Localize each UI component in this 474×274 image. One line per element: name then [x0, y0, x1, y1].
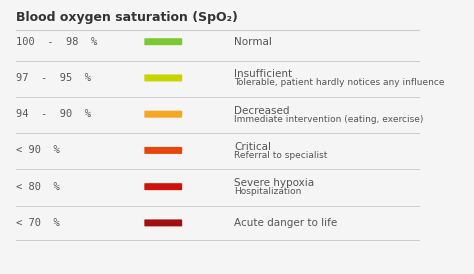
Text: Hospitalization: Hospitalization	[235, 187, 302, 196]
Text: Normal: Normal	[235, 37, 273, 47]
Text: Severe hypoxia: Severe hypoxia	[235, 178, 315, 188]
FancyBboxPatch shape	[144, 75, 182, 81]
Text: Tolerable, patient hardly notices any influence: Tolerable, patient hardly notices any in…	[235, 78, 445, 87]
Text: Acute danger to life: Acute danger to life	[235, 218, 337, 228]
FancyBboxPatch shape	[144, 147, 182, 154]
Text: 97  -  95  %: 97 - 95 %	[16, 73, 91, 83]
Text: Blood oxygen saturation (SpO₂): Blood oxygen saturation (SpO₂)	[16, 11, 237, 24]
FancyBboxPatch shape	[144, 38, 182, 45]
FancyBboxPatch shape	[144, 111, 182, 118]
Text: Critical: Critical	[235, 142, 272, 152]
Text: Insufficient: Insufficient	[235, 69, 292, 79]
Text: Referral to specialist: Referral to specialist	[235, 151, 328, 160]
Text: < 80  %: < 80 %	[16, 182, 59, 192]
FancyBboxPatch shape	[144, 183, 182, 190]
Text: Immediate intervention (eating, exercise): Immediate intervention (eating, exercise…	[235, 115, 424, 124]
Text: < 90  %: < 90 %	[16, 145, 59, 155]
Text: 94  -  90  %: 94 - 90 %	[16, 109, 91, 119]
Text: Decreased: Decreased	[235, 106, 290, 116]
Text: 100  -  98  %: 100 - 98 %	[16, 37, 97, 47]
FancyBboxPatch shape	[144, 219, 182, 226]
Text: < 70  %: < 70 %	[16, 218, 59, 228]
